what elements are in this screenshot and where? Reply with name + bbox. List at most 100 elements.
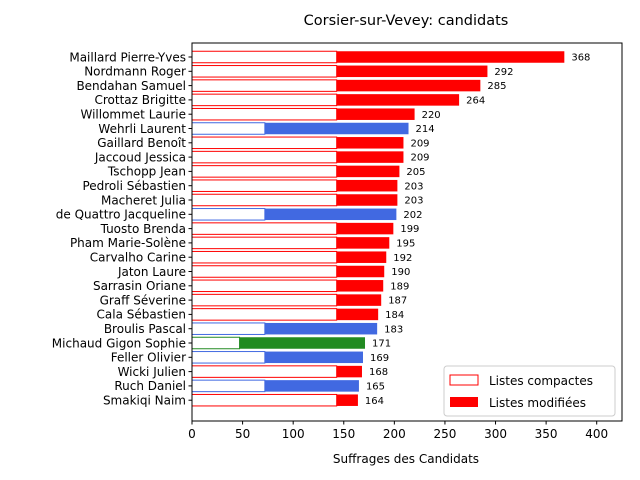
- bar-compact: [191, 165, 338, 178]
- y-tick-label: Smakiqi Naim: [103, 394, 186, 408]
- bar-compact: [191, 336, 241, 350]
- y-tick-label: Graff Séverine: [100, 293, 186, 307]
- bar-compact: [191, 222, 338, 235]
- x-tick-label: 250: [433, 427, 456, 441]
- x-tick-label: 200: [383, 427, 406, 441]
- value-label: 192: [393, 253, 412, 264]
- bar-modified: [336, 365, 362, 378]
- value-label: 171: [372, 339, 391, 350]
- legend-swatch-modified: [450, 397, 478, 407]
- bar-modified: [336, 222, 394, 235]
- bar-modified: [336, 251, 387, 263]
- y-tick-label: Macheret Julia: [101, 193, 186, 207]
- bar-compact: [191, 250, 338, 264]
- y-tick-label: Jaton Laure: [117, 265, 186, 279]
- bars-group: [191, 50, 565, 407]
- x-tick-label: 300: [484, 427, 507, 441]
- chart-title: Corsier-sur-Vevey: candidats: [304, 13, 509, 29]
- legend-frame: [443, 365, 616, 417]
- bar-modified: [336, 94, 460, 106]
- value-label: 183: [384, 324, 403, 335]
- y-tick-label: Ruch Daniel: [114, 379, 186, 393]
- x-axis: 0 50 100 150 200 250 300 350 400: [188, 421, 608, 441]
- y-tick-label: Broulis Pascal: [104, 322, 186, 336]
- bar-modified: [336, 137, 404, 149]
- bar-modified: [336, 151, 404, 163]
- y-tick-label: Tschopp Jean: [107, 165, 186, 179]
- bar-modified: [336, 265, 385, 278]
- bar-modified: [264, 122, 409, 135]
- value-label: 285: [487, 81, 506, 92]
- value-label: 209: [410, 153, 429, 164]
- bar-modified: [336, 179, 398, 192]
- legend-label-compact: Listes compactes: [489, 374, 593, 388]
- bar-modified: [336, 51, 565, 63]
- bar-compact: [191, 293, 338, 307]
- y-tick-label: Cala Sébastien: [97, 308, 186, 322]
- bar-modified: [264, 380, 359, 392]
- y-tick-label: Willommet Laurie: [80, 108, 186, 122]
- y-tick-label: Wicki Julien: [118, 365, 186, 379]
- value-label: 187: [388, 296, 407, 307]
- value-label: 209: [410, 138, 429, 149]
- bar-compact: [191, 365, 338, 378]
- y-tick-label: Michaud Gigon Sophie: [52, 336, 186, 350]
- bar-compact: [191, 265, 338, 278]
- x-tick-label: 400: [585, 427, 608, 441]
- y-tick-label: Crottaz Brigitte: [94, 93, 186, 107]
- y-tick-label: Sarrasin Oriane: [93, 279, 186, 293]
- value-label: 264: [466, 96, 485, 107]
- y-tick-label: Wehrli Laurent: [98, 122, 186, 136]
- bar-compact: [191, 379, 266, 393]
- x-tick-label: 350: [535, 427, 558, 441]
- bar-modified: [264, 208, 397, 221]
- value-label: 214: [416, 124, 435, 135]
- value-label: 220: [422, 110, 441, 121]
- bar-compact: [191, 107, 338, 121]
- bar-modified: [264, 351, 363, 364]
- bar-compact: [191, 236, 338, 250]
- bar-modified: [336, 280, 384, 292]
- bar-compact: [191, 136, 338, 150]
- bar-modified: [336, 294, 382, 306]
- bar-compact: [191, 351, 266, 364]
- y-tick-label: Carvalho Carine: [90, 251, 186, 265]
- bar-modified: [336, 65, 488, 78]
- plot-frame: [191, 42, 623, 422]
- bar-modified: [336, 79, 481, 92]
- bar-compact: [191, 393, 338, 407]
- bar-compact: [191, 322, 266, 335]
- bar-compact: [191, 150, 338, 164]
- bar-modified: [336, 394, 358, 406]
- bar-compact: [191, 93, 338, 107]
- y-tick-label: de Quattro Jacqueline: [56, 208, 186, 222]
- y-tick-label: Pham Marie-Solène: [70, 236, 186, 250]
- bar-modified: [264, 322, 378, 335]
- value-label: 169: [370, 353, 389, 364]
- value-label: 203: [404, 181, 423, 192]
- bar-modified: [336, 165, 400, 178]
- bar-compact: [191, 122, 266, 135]
- bar-compact: [191, 193, 338, 207]
- y-tick-label: Nordmann Roger: [84, 65, 186, 79]
- bar-compact: [191, 279, 338, 293]
- y-tick-label: Pedroli Sébastien: [82, 179, 186, 193]
- value-label: 190: [391, 267, 410, 278]
- legend: Listes compactes Listes modifiées: [443, 365, 616, 417]
- x-tick-label: 150: [332, 427, 355, 441]
- y-tick-label: Bendahan Samuel: [76, 79, 186, 93]
- x-tick-label: 100: [282, 427, 305, 441]
- bar-compact: [191, 79, 338, 92]
- bar-modified: [336, 108, 415, 120]
- value-label: 168: [369, 367, 388, 378]
- bar-compact: [191, 179, 338, 192]
- legend-swatch-compact: [449, 374, 479, 386]
- x-tick-label: 50: [235, 427, 250, 441]
- x-axis-label: Suffrages des Candidats: [333, 452, 479, 466]
- bar-compact: [191, 50, 338, 64]
- value-label: 164: [365, 396, 384, 407]
- value-label: 189: [390, 281, 409, 292]
- value-label: 202: [403, 210, 422, 221]
